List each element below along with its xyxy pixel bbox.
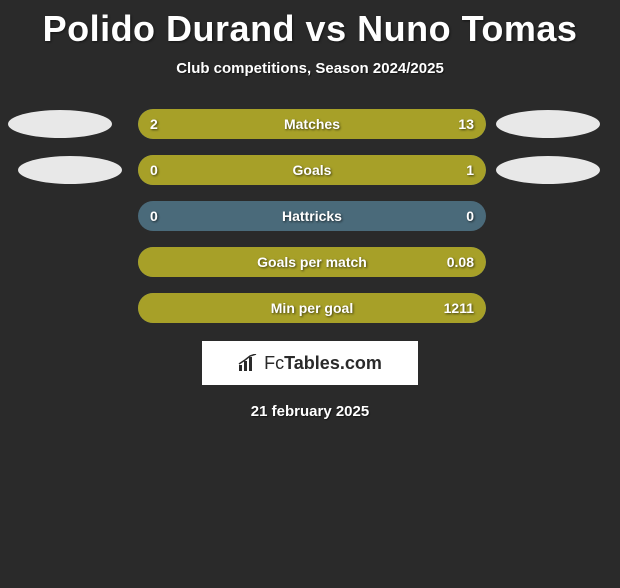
- stat-label: Min per goal: [138, 293, 486, 323]
- stat-row: 1211Min per goal: [0, 293, 620, 323]
- bar-track: 01Goals: [138, 155, 486, 185]
- stat-label: Hattricks: [138, 201, 486, 231]
- bar-track: 00Hattricks: [138, 201, 486, 231]
- chart-icon: [238, 354, 260, 372]
- stat-label: Matches: [138, 109, 486, 139]
- logo-text: FcTables.com: [264, 353, 382, 374]
- bar-track: 213Matches: [138, 109, 486, 139]
- player-right-marker: [496, 110, 600, 138]
- date-text: 21 february 2025: [0, 403, 620, 420]
- stat-row: 213Matches: [0, 109, 620, 139]
- stat-row: 00Hattricks: [0, 201, 620, 231]
- player-left-marker: [18, 156, 122, 184]
- comparison-chart: 213Matches 01Goals 00Hattricks 0.08Goals pe…: [0, 109, 620, 323]
- logo-prefix: Fc: [264, 353, 284, 373]
- player-left-marker: [8, 110, 112, 138]
- stat-row: 0.08Goals per match: [0, 247, 620, 277]
- subtitle: Club competitions, Season 2024/2025: [0, 60, 620, 77]
- logo-suffix: Tables.com: [284, 353, 382, 373]
- page-title: Polido Durand vs Nuno Tomas: [0, 8, 620, 50]
- bar-track: 0.08Goals per match: [138, 247, 486, 277]
- logo-box: FcTables.com: [202, 341, 418, 385]
- stat-label: Goals per match: [138, 247, 486, 277]
- player-right-marker: [496, 156, 600, 184]
- stat-label: Goals: [138, 155, 486, 185]
- stat-row: 01Goals: [0, 155, 620, 185]
- bar-track: 1211Min per goal: [138, 293, 486, 323]
